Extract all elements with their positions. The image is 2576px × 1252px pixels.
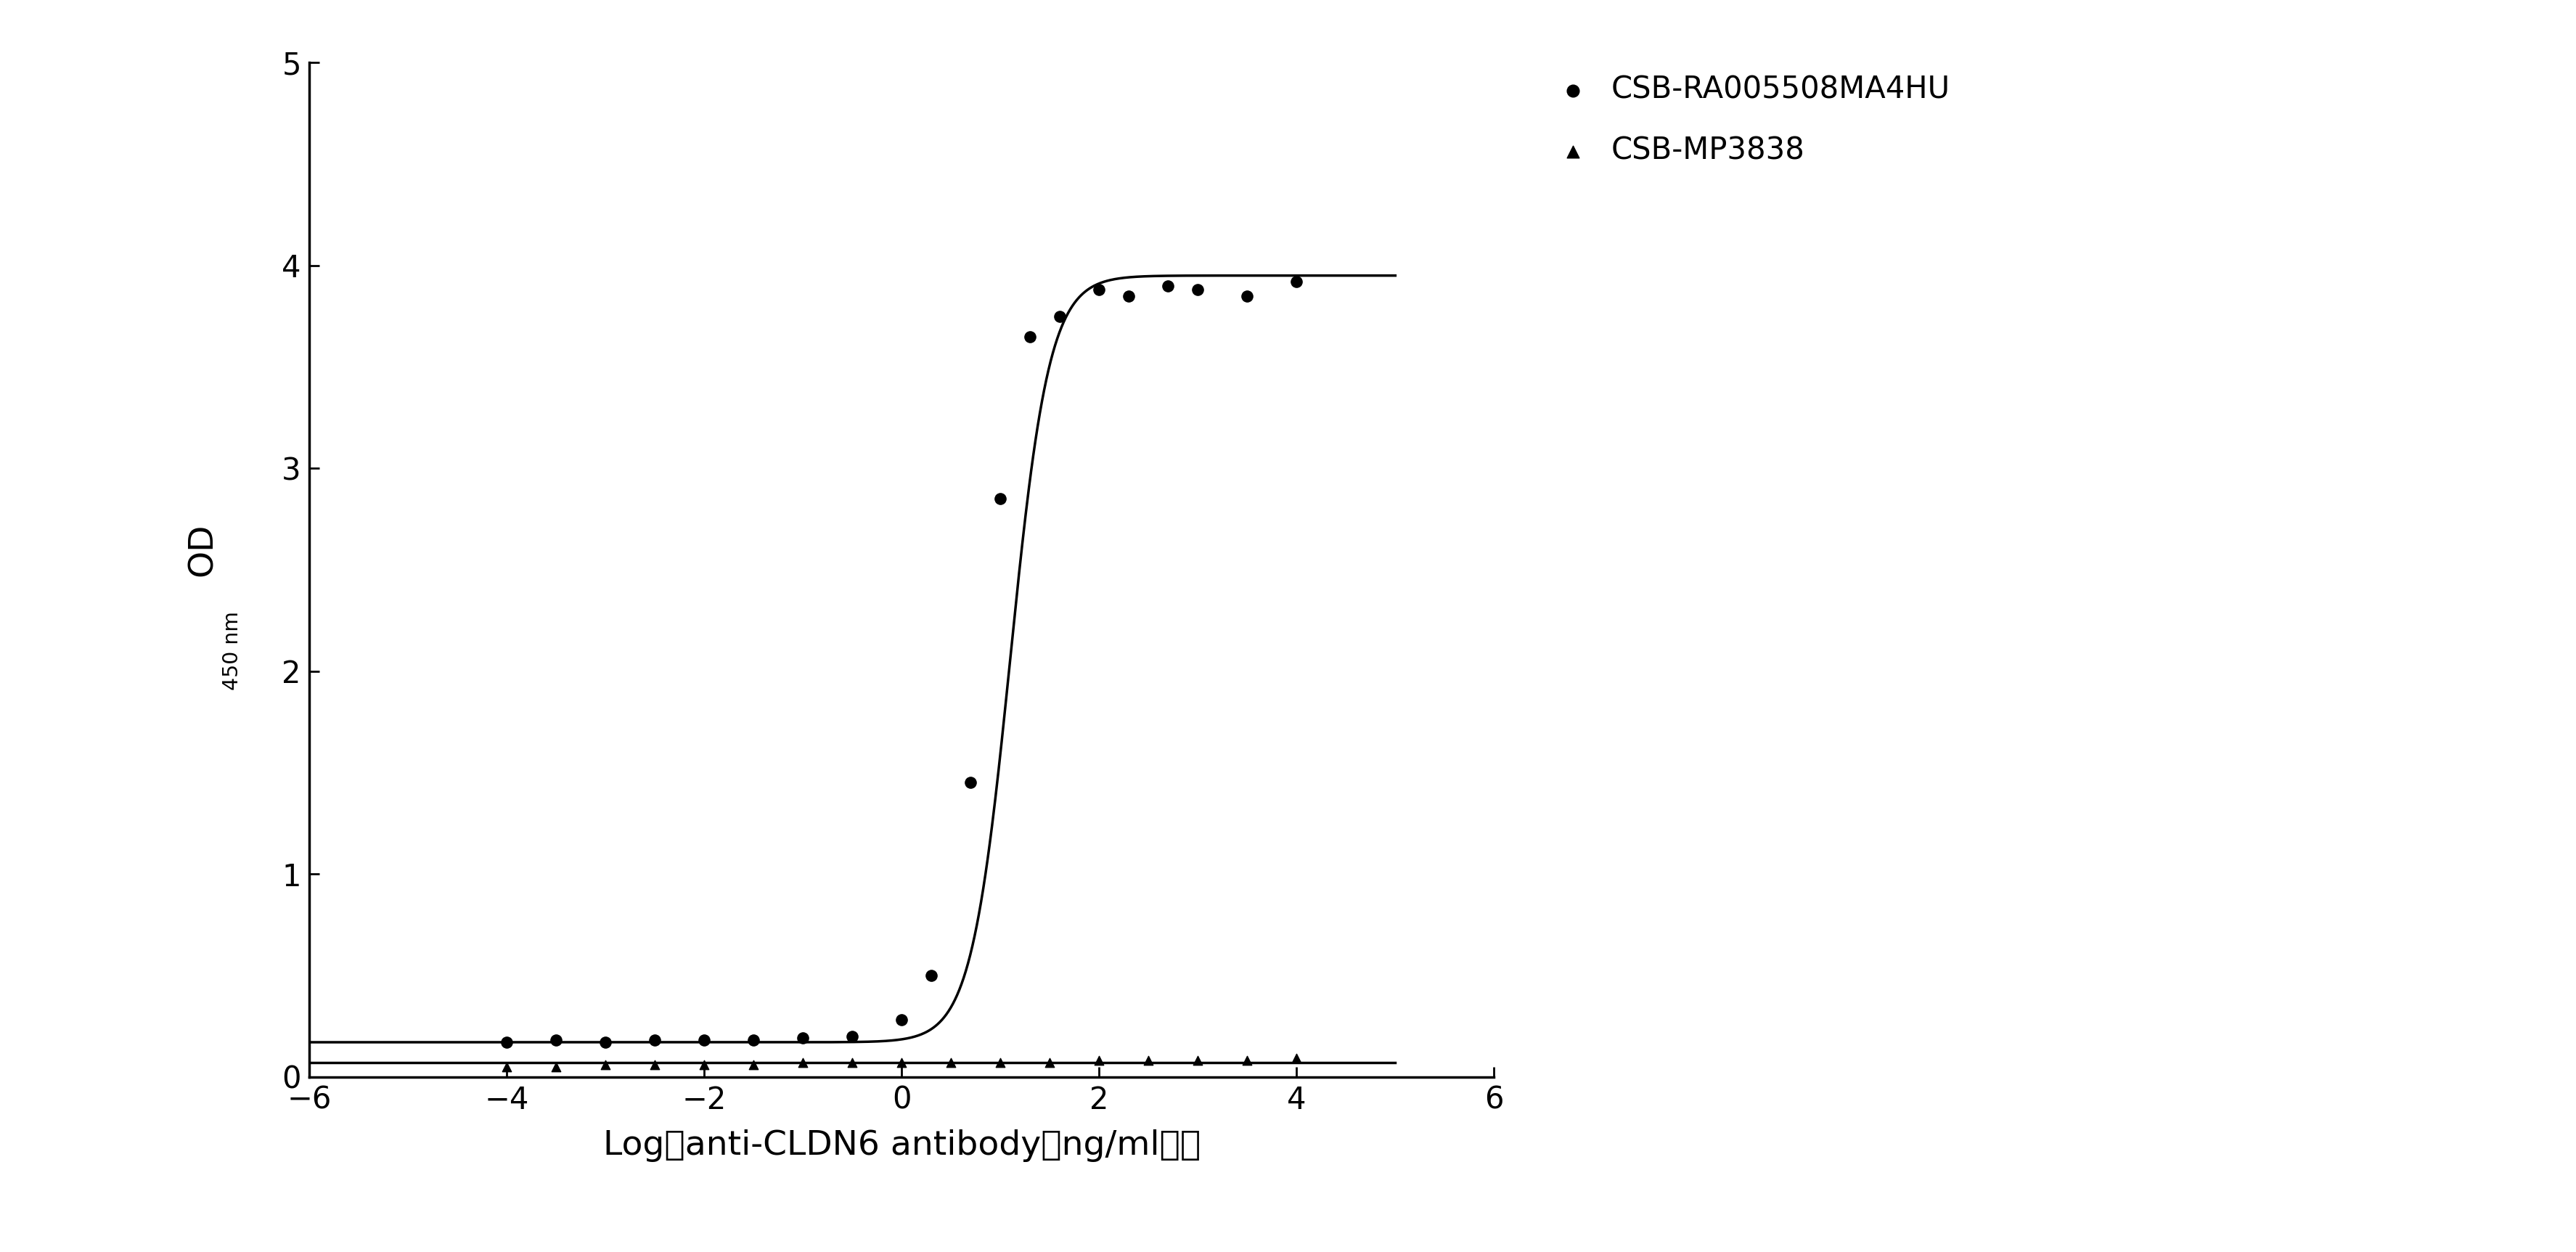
CSB-RA005508MA4HU xyxy=(732,1030,773,1050)
CSB-MP3838 xyxy=(1079,1050,1121,1070)
CSB-RA005508MA4HU xyxy=(1038,307,1079,327)
CSB-RA005508MA4HU xyxy=(951,772,992,793)
CSB-RA005508MA4HU xyxy=(1275,272,1316,292)
CSB-RA005508MA4HU xyxy=(1108,285,1149,305)
CSB-RA005508MA4HU xyxy=(634,1030,675,1050)
CSB-RA005508MA4HU xyxy=(1010,327,1051,347)
CSB-RA005508MA4HU xyxy=(585,1032,626,1052)
CSB-MP3838 xyxy=(979,1053,1020,1073)
CSB-MP3838 xyxy=(1275,1048,1316,1068)
CSB-MP3838 xyxy=(634,1054,675,1074)
CSB-MP3838 xyxy=(832,1053,873,1073)
CSB-RA005508MA4HU xyxy=(979,488,1020,508)
CSB-MP3838 xyxy=(732,1054,773,1074)
X-axis label: Log（anti-CLDN6 antibody（ng/ml））: Log（anti-CLDN6 antibody（ng/ml）） xyxy=(603,1129,1200,1162)
CSB-MP3838 xyxy=(930,1053,971,1073)
CSB-RA005508MA4HU xyxy=(683,1030,724,1050)
CSB-MP3838 xyxy=(1226,1050,1267,1070)
Legend: CSB-RA005508MA4HU, CSB-MP3838: CSB-RA005508MA4HU, CSB-MP3838 xyxy=(1553,63,1963,178)
CSB-RA005508MA4HU xyxy=(912,965,953,985)
CSB-RA005508MA4HU xyxy=(1226,285,1267,305)
CSB-MP3838 xyxy=(1128,1050,1170,1070)
CSB-RA005508MA4HU xyxy=(1079,279,1121,299)
CSB-MP3838 xyxy=(881,1053,922,1073)
CSB-RA005508MA4HU xyxy=(536,1030,577,1050)
CSB-MP3838 xyxy=(783,1053,824,1073)
CSB-MP3838 xyxy=(487,1057,528,1077)
CSB-RA005508MA4HU xyxy=(881,1010,922,1030)
Text: 450 nm: 450 nm xyxy=(222,611,242,690)
CSB-MP3838 xyxy=(683,1054,724,1074)
CSB-RA005508MA4HU xyxy=(783,1028,824,1048)
CSB-MP3838 xyxy=(536,1057,577,1077)
CSB-RA005508MA4HU xyxy=(1146,275,1188,295)
CSB-MP3838 xyxy=(1030,1053,1072,1073)
CSB-RA005508MA4HU xyxy=(487,1032,528,1052)
CSB-MP3838 xyxy=(1177,1050,1218,1070)
CSB-RA005508MA4HU xyxy=(1177,279,1218,299)
Text: OD: OD xyxy=(185,523,219,576)
CSB-MP3838 xyxy=(585,1054,626,1074)
CSB-RA005508MA4HU xyxy=(832,1027,873,1047)
